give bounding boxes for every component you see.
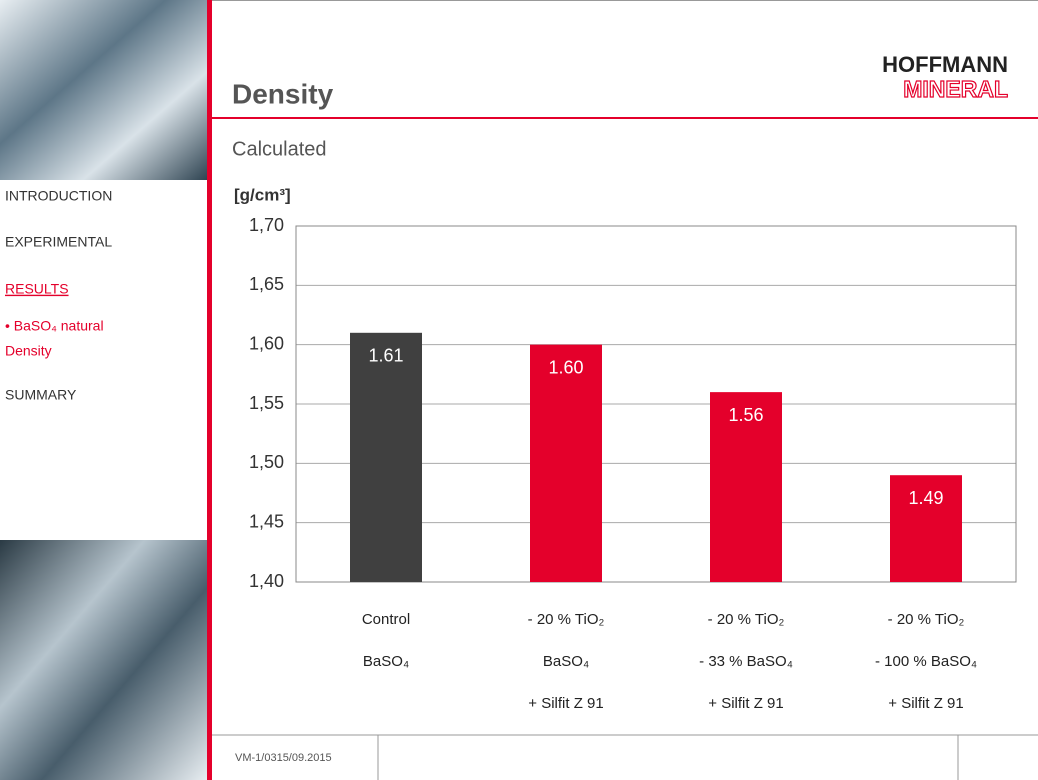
x-tick-label: - 33 % BaSO₄ — [699, 653, 793, 670]
bar-value-label: 1.49 — [908, 488, 943, 508]
x-tick-label: - 20 % TiO₂ — [888, 611, 965, 628]
bar — [710, 392, 782, 582]
x-tick-label: - 20 % TiO₂ — [708, 611, 785, 628]
nav-item[interactable]: SUMMARY — [5, 387, 77, 403]
y-tick-label: 1,70 — [249, 215, 284, 235]
x-tick-label: + Silfit Z 91 — [888, 695, 963, 712]
nav-item[interactable]: EXPERIMENTAL — [5, 234, 112, 250]
x-tick-label: + Silfit Z 91 — [528, 695, 603, 712]
x-tick-label: BaSO₄ — [363, 653, 409, 670]
y-tick-label: 1,45 — [249, 511, 284, 531]
bar-value-label: 1.56 — [728, 405, 763, 425]
x-tick-label: Control — [362, 611, 410, 628]
sidebar-image-top — [0, 0, 207, 180]
sidebar-divider — [207, 0, 212, 780]
x-tick-label: - 20 % TiO₂ — [528, 611, 605, 628]
bar — [350, 332, 422, 582]
bar — [890, 475, 962, 582]
logo-bottom: MINERAL — [903, 76, 1008, 102]
y-tick-label: 1,65 — [249, 274, 284, 294]
logo-top: HOFFMANN — [882, 52, 1008, 77]
nav-subitem[interactable]: Density — [5, 343, 52, 359]
nav-item-active[interactable]: RESULTS — [5, 281, 69, 297]
bar — [530, 344, 602, 582]
bar-value-label: 1.61 — [368, 346, 403, 366]
x-tick-label: - 100 % BaSO₄ — [875, 653, 977, 670]
footer-code: VM-1/0315/09.2015 — [235, 752, 332, 764]
y-tick-label: 1,55 — [249, 393, 284, 413]
y-tick-label: 1,40 — [249, 571, 284, 591]
y-axis-label: [g/cm³] — [234, 185, 291, 204]
plot-frame — [295, 225, 1017, 583]
y-tick-label: 1,60 — [249, 333, 284, 353]
slide-title: Density — [232, 78, 334, 109]
nav-item[interactable]: INTRODUCTION — [5, 188, 112, 204]
x-tick-label: BaSO₄ — [543, 653, 589, 670]
x-tick-label: + Silfit Z 91 — [708, 695, 783, 712]
y-tick-label: 1,50 — [249, 452, 284, 472]
bar-value-label: 1.60 — [548, 357, 583, 377]
sidebar-image-bottom — [0, 540, 207, 780]
chart-subtitle: Calculated — [232, 138, 327, 160]
nav-subitem[interactable]: • BaSO₄ natural — [5, 318, 104, 334]
